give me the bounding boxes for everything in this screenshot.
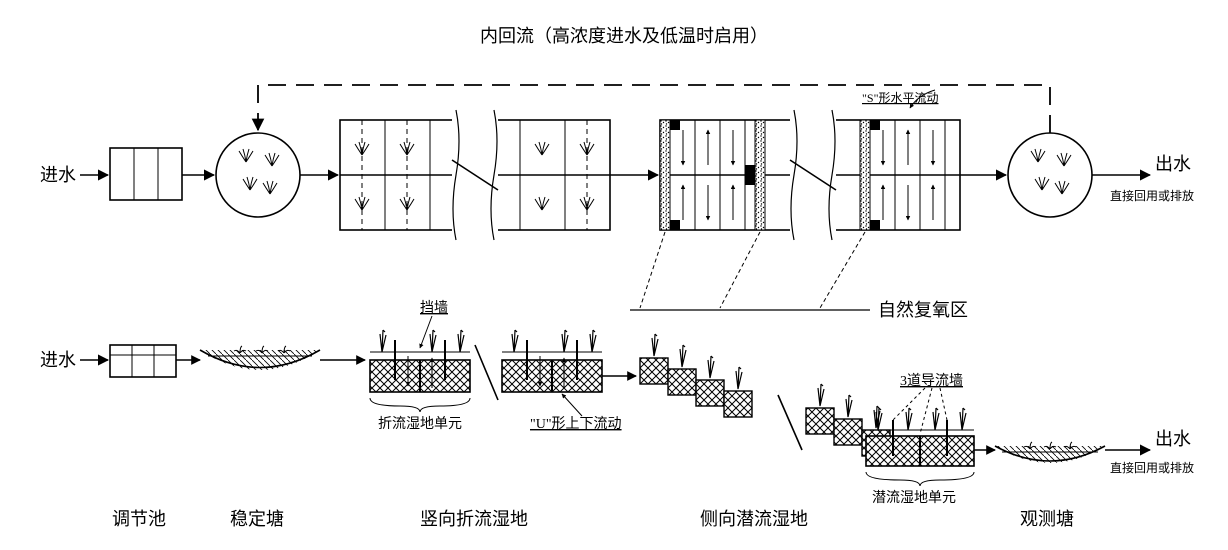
subsurface-unit-label: 潜流湿地单元 <box>872 490 956 506</box>
stage-observation: 观测塘 <box>1020 509 1074 529</box>
stage-stabilization: 稳定塘 <box>230 509 284 529</box>
pond2-section <box>995 442 1105 463</box>
s-flow-label: "S"形水平流动 <box>862 91 938 105</box>
outflow-label: 出水 <box>1155 154 1191 174</box>
stabilization-pond-1 <box>216 133 300 217</box>
reaeration-pointers <box>640 232 865 308</box>
reaeration-label: 自然复氧区 <box>878 300 968 320</box>
regulating-tank <box>110 148 182 200</box>
observation-pond <box>1008 133 1092 217</box>
u-flow-label: "U"形上下流动 <box>530 416 622 432</box>
inflow-label-2: 进水 <box>40 350 76 370</box>
lateral-subsurface-block <box>660 90 960 240</box>
guide-walls-label: 3道导流墙 <box>900 373 963 389</box>
vertical-baffle-block <box>340 110 610 240</box>
tank-section <box>110 345 176 377</box>
u-flow-pointer <box>562 394 582 416</box>
outflow-sub: 直接回用或排放 <box>1110 188 1194 203</box>
baffle-unit-label: 折流湿地单元 <box>378 416 462 432</box>
stage-lateral-subsurface: 侧向潜流湿地 <box>700 509 808 529</box>
pond1-section <box>200 346 320 370</box>
baffle-pointer <box>420 316 432 348</box>
stage-regulating: 调节池 <box>112 509 166 529</box>
outflow-label-2: 出水 <box>1155 429 1191 449</box>
terrace-break <box>778 395 802 450</box>
baffle-label: 挡墙 <box>420 300 448 316</box>
terrace-section <box>640 334 890 456</box>
wastewater-flowchart: 进水 <box>0 0 1228 545</box>
guide-walls-pointers <box>893 388 947 434</box>
stage-vertical-baffle: 竖向折流湿地 <box>420 509 528 529</box>
outflow-sub-2: 直接回用或排放 <box>1110 460 1194 475</box>
recycle-label: 内回流（高浓度进水及低温时启用） <box>480 26 768 46</box>
subsurface-unit-section <box>866 408 974 486</box>
inflow-label: 进水 <box>40 165 76 185</box>
